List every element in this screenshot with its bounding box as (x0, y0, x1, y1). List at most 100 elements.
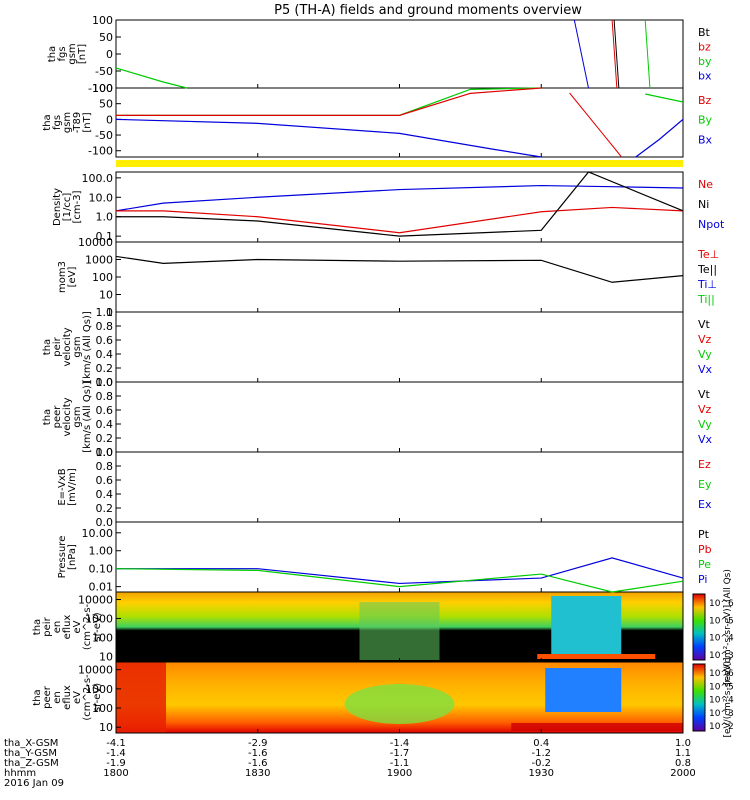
y-axis-label: [1/cc] (62, 193, 73, 222)
y-axis-label: tha (42, 339, 53, 355)
y-tick-label: 1.0 (96, 211, 114, 224)
legend-Ey: Ey (698, 478, 712, 491)
footer-value: -2.9 (248, 738, 268, 749)
legend-bx: bx (698, 70, 712, 83)
y-tick-label: 0.4 (96, 348, 114, 361)
colorbar-title: [eV/(cm²-s-sr-eV)] (All Qs) (723, 569, 733, 685)
footer-value: 0.8 (675, 758, 691, 769)
panel-frame (115, 171, 684, 243)
y-tick-label: 0.2 (96, 362, 114, 375)
y-axis-label: -T89 (72, 112, 83, 134)
colorbar-label: 10^2 (709, 722, 734, 732)
y-axis-label: peer (42, 685, 53, 709)
footer-value: -1.6 (248, 758, 268, 769)
legend-bz: bz (698, 41, 711, 54)
y-axis-label: eV (72, 620, 83, 633)
y-tick-label: 0.0 (96, 516, 114, 529)
legend-Vt: Vt (698, 318, 711, 331)
y-tick-label: 1.0 (96, 446, 114, 459)
y-axis-label: (cm^2-s- (82, 603, 93, 650)
panel-density: 100.0 10.0 1.0 0.1 Density [1/cc] [cm-3] Ne Ni Np… (52, 171, 725, 243)
y-tick-label: 0.8 (96, 320, 114, 333)
panel-peer-spec: 10000 1000 100 10 tha peer en eflux eV (cm^2-s-sr… (32, 661, 684, 734)
footer-value: -0.2 (531, 758, 551, 769)
y-axis-label: [nT] (82, 112, 93, 132)
y-axis-label: fgs (57, 46, 68, 61)
trace-by (115, 67, 188, 89)
legend-Te⊥: Te⊥ (697, 248, 719, 261)
peer-spectrogram-floor (511, 723, 683, 731)
colorbar-label: 10^5 (709, 682, 734, 692)
series-Pi (116, 557, 684, 585)
legend-by: by (698, 55, 712, 68)
peer-spectrogram-band (344, 684, 455, 724)
y-tick-label: 100 (92, 702, 113, 715)
footer-value: 1800 (103, 768, 128, 779)
footer-value: -1.4 (106, 748, 126, 759)
y-tick-label: 100 (92, 14, 113, 27)
legend-Bt: Bt (698, 26, 711, 39)
trace-Bz (116, 87, 542, 116)
y-tick-label: 10 (99, 289, 113, 302)
y-axis-label: gsm (72, 336, 83, 357)
peir-spectrogram-edge (537, 654, 656, 659)
trace-By (116, 87, 542, 116)
y-axis-label: velocity (62, 327, 73, 366)
peir-spectrogram-lobe (551, 596, 622, 658)
series-Te|| (115, 255, 684, 283)
y-axis-label: eflux (62, 685, 73, 710)
y-axis-label: [nT] (77, 44, 88, 64)
colorbar-label: 10^4 (709, 696, 734, 706)
panel-fgs-gsm-t89: 100 50 0 -50 -100 tha fgs gsm -T89 [nT] Bz By Bx (42, 82, 713, 158)
legend-Vy: Vy (698, 348, 712, 361)
legend-Te||: Te|| (697, 263, 717, 276)
y-tick-label: 50 (99, 98, 113, 111)
y-tick-label: 100 (92, 82, 113, 95)
y-axis-label: [mV/m] (67, 468, 78, 506)
legend-Pt: Pt (698, 528, 710, 541)
y-axis-label: gsm (72, 406, 83, 427)
colorbar-label: 10^6 (709, 599, 734, 609)
y-axis-label: [km/s (All Qs)] (82, 381, 93, 453)
legend-Vx: Vx (698, 433, 713, 446)
panel-frame (115, 521, 684, 593)
series-Npot (115, 184, 684, 212)
peer-spectrogram-hot (116, 662, 166, 733)
y-tick-label: 0.6 (96, 404, 114, 417)
y-axis-label: velocity (62, 397, 73, 436)
y-tick-label: 10.0 (89, 191, 114, 204)
colorbar-1 (692, 663, 706, 732)
y-tick-label: 0 (106, 113, 113, 126)
y-tick-label: 0.10 (89, 563, 114, 576)
y-axis-label: en (52, 691, 63, 704)
series-Ne (116, 206, 684, 234)
y-axis-label: sr-eV) (92, 683, 103, 712)
footer-label-tha_X-GSM: tha_X-GSM (4, 738, 58, 749)
chart-title: P5 (TH-A) fields and ground moments over… (274, 3, 582, 18)
footer-label-tha_Y-GSM: tha_Y-GSM (4, 748, 57, 759)
footer-label-hhmm: hhmm (4, 768, 36, 779)
legend-Vt: Vt (698, 388, 711, 401)
y-tick-label: 0.4 (96, 418, 114, 431)
legend-By: By (698, 114, 713, 127)
colorbar-title: [eV/(cm²-s-sr-eV)] (723, 657, 733, 737)
legend-Ti⊥: Ti⊥ (697, 278, 717, 291)
y-tick-label: 0 (106, 48, 113, 61)
trace-Bz-jump (569, 92, 622, 158)
y-tick-label: 10 (99, 721, 113, 734)
legend-Ti||: Ti|| (697, 293, 715, 306)
y-axis-label: peir (52, 336, 63, 356)
footer-value: -1.4 (390, 738, 410, 749)
y-tick-label: 100.0 (82, 172, 114, 185)
footer-label-tha_Z-GSM: tha_Z-GSM (4, 758, 59, 769)
y-tick-label: 0.4 (96, 488, 114, 501)
legend-Pi: Pi (698, 573, 707, 586)
legend-Vz: Vz (698, 333, 712, 346)
y-tick-label: 0.01 (89, 581, 114, 594)
y-tick-label: 100 (92, 631, 113, 644)
